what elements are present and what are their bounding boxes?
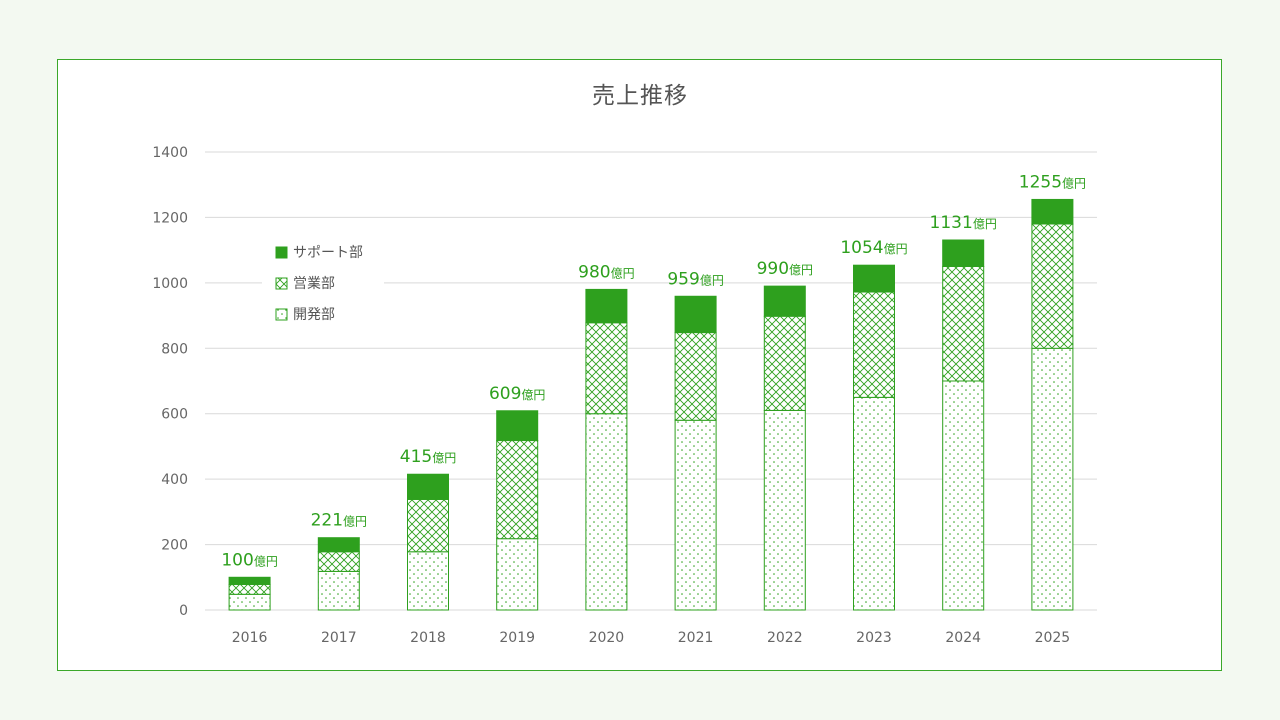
bar-segment-crosshatch	[496, 440, 539, 540]
x-tick-label: 2018	[410, 630, 446, 646]
x-tick-label: 2025	[1035, 630, 1071, 646]
y-tick-label: 800	[161, 341, 188, 357]
y-tick-label: 200	[161, 538, 188, 554]
bar-segment-solid	[853, 264, 895, 293]
total-label: 415億円	[400, 447, 456, 467]
x-tick-label: 2024	[945, 630, 981, 646]
legend-label: 開発部	[293, 307, 335, 323]
y-tick-label: 400	[161, 472, 188, 488]
bar-segment-solid	[407, 473, 449, 500]
bar-segment-dots	[317, 570, 360, 611]
bar-segment-crosshatch	[317, 551, 360, 572]
bar-segment-dots	[228, 593, 271, 611]
bar-segment-dots	[1031, 347, 1074, 611]
chart-card	[57, 59, 1222, 671]
y-tick-label: 1200	[152, 210, 188, 226]
bar-segment-crosshatch	[853, 291, 895, 398]
x-tick-label: 2021	[678, 630, 714, 646]
bar-segment-crosshatch	[585, 322, 628, 415]
bar-segment-crosshatch	[942, 266, 985, 382]
x-tick-label: 2020	[589, 630, 625, 646]
total-label: 221億円	[311, 511, 367, 531]
total-label: 980億円	[578, 262, 634, 282]
total-label: 609億円	[489, 384, 545, 404]
legend-swatch	[275, 246, 288, 259]
total-label: 959億円	[667, 269, 723, 289]
bar-segment-dots	[674, 419, 717, 611]
total-label: 100億円	[221, 550, 277, 570]
x-axis-ticks: 2016 2017 2018 2019 2020 2021 2022 2023 2024 2025	[232, 630, 1070, 646]
legend-label: サポート部	[293, 245, 363, 261]
bar-segment-dots	[585, 413, 628, 611]
bar-segment-dots	[496, 538, 539, 611]
bar-segment-solid	[496, 410, 539, 442]
bar-segment-dots	[942, 380, 985, 611]
total-label: 990億円	[757, 259, 813, 279]
legend-swatch	[275, 308, 288, 321]
bar-segment-crosshatch	[763, 315, 806, 411]
bars	[228, 198, 1074, 611]
chart-title: 売上推移	[592, 83, 688, 109]
bar-segment-solid	[674, 295, 717, 334]
bar-segment-solid	[228, 576, 271, 585]
bar-segment-crosshatch	[1031, 223, 1074, 349]
x-tick-label: 2019	[499, 630, 535, 646]
bar-segment-crosshatch	[407, 498, 449, 553]
bar-segment-solid	[942, 239, 985, 268]
bar-segment-dots	[853, 396, 895, 611]
total-label: 1255億円	[1019, 172, 1086, 192]
bar-segment-solid	[585, 288, 628, 324]
x-tick-label: 2017	[321, 630, 357, 646]
y-tick-label: 1400	[152, 145, 188, 161]
x-tick-label: 2022	[767, 630, 803, 646]
x-tick-label: 2016	[232, 630, 268, 646]
bar-segment-dots	[763, 409, 806, 611]
legend-swatch	[275, 277, 288, 290]
total-label: 1131億円	[930, 213, 997, 233]
bar-segment-crosshatch	[674, 332, 717, 421]
y-axis-ticks: 0 200 400 600 800 1000 1200 1400	[152, 145, 188, 619]
bar-segment-solid	[1031, 198, 1074, 225]
y-tick-label: 0	[179, 603, 188, 619]
y-tick-label: 1000	[152, 276, 188, 292]
bar-segment-crosshatch	[228, 583, 271, 595]
bar-segment-solid	[763, 285, 806, 317]
total-labels: 100億円 221億円 415億円 609億円 980億円 959億円 990億円 1054億…	[221, 172, 1086, 570]
y-tick-label: 600	[161, 407, 188, 423]
total-label: 1054億円	[840, 238, 907, 258]
x-tick-label: 2023	[856, 630, 892, 646]
bar-segment-dots	[407, 551, 449, 611]
legend-label: 営業部	[293, 276, 335, 292]
bar-segment-solid	[317, 537, 360, 553]
